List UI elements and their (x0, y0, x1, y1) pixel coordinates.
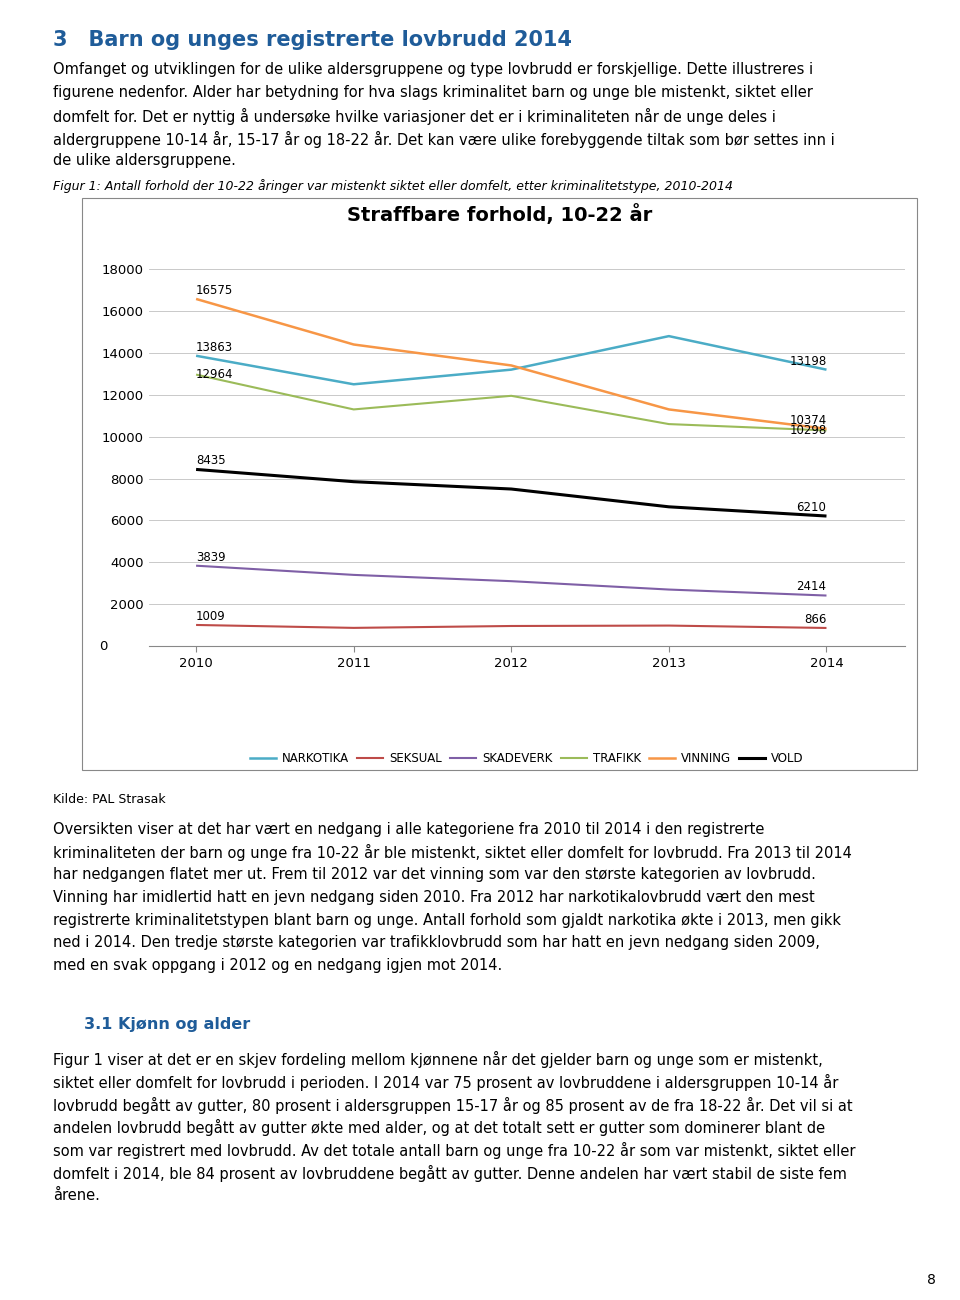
Text: de ulike aldersgruppene.: de ulike aldersgruppene. (53, 153, 235, 169)
Text: 3: 3 (53, 30, 67, 49)
Text: 3.1 Kjønn og alder: 3.1 Kjønn og alder (84, 1018, 250, 1032)
Text: Figur 1 viser at det er en skjev fordeling mellom kjønnene når det gjelder barn : Figur 1 viser at det er en skjev fordeli… (53, 1050, 823, 1069)
Text: domfelt for. Det er nyttig å undersøke hvilke variasjoner det er i kriminalitete: domfelt for. Det er nyttig å undersøke h… (53, 108, 776, 125)
Text: 2414: 2414 (797, 580, 827, 593)
Text: 13198: 13198 (789, 355, 827, 368)
Text: som var registrert med lovbrudd. Av det totale antall barn og unge fra 10-22 år : som var registrert med lovbrudd. Av det … (53, 1143, 855, 1160)
Text: 6210: 6210 (797, 500, 827, 514)
Text: figurene nedenfor. Alder har betydning for hva slags kriminalitet barn og unge b: figurene nedenfor. Alder har betydning f… (53, 86, 813, 100)
Legend: NARKOTIKA, SEKSUAL, SKADEVERK, TRAFIKK, VINNING, VOLD: NARKOTIKA, SEKSUAL, SKADEVERK, TRAFIKK, … (246, 747, 808, 770)
Text: 866: 866 (804, 614, 827, 627)
Text: med en svak oppgang i 2012 og en nedgang igjen mot 2014.: med en svak oppgang i 2012 og en nedgang… (53, 958, 502, 974)
Text: aldergruppene 10-14 år, 15-17 år og 18-22 år. Det kan være ulike forebyggende ti: aldergruppene 10-14 år, 15-17 år og 18-2… (53, 131, 834, 148)
Text: ned i 2014. Den tredje største kategorien var trafikklovbrudd som har hatt en je: ned i 2014. Den tredje største kategorie… (53, 936, 820, 950)
Text: Straffbare forhold, 10-22 år: Straffbare forhold, 10-22 år (347, 204, 652, 225)
Text: kriminaliteten der barn og unge fra 10-22 år ble mistenkt, siktet eller domfelt : kriminaliteten der barn og unge fra 10-2… (53, 845, 852, 862)
Text: 13863: 13863 (196, 341, 233, 354)
Text: andelen lovbrudd begått av gutter økte med alder, og at det totalt sett er gutte: andelen lovbrudd begått av gutter økte m… (53, 1119, 825, 1136)
Text: 8: 8 (927, 1273, 936, 1287)
Text: Oversikten viser at det har vært en nedgang i alle kategoriene fra 2010 til 2014: Oversikten viser at det har vært en nedg… (53, 822, 764, 837)
Text: Kilde: PAL Strasak: Kilde: PAL Strasak (53, 793, 165, 806)
Text: lovbrudd begått av gutter, 80 prosent i aldersgruppen 15-17 år og 85 prosent av : lovbrudd begått av gutter, 80 prosent i … (53, 1097, 852, 1114)
Text: domfelt i 2014, ble 84 prosent av lovbruddene begått av gutter. Denne andelen ha: domfelt i 2014, ble 84 prosent av lovbru… (53, 1165, 847, 1182)
Text: Omfanget og utviklingen for de ulike aldersgruppene og type lovbrudd er forskjel: Omfanget og utviklingen for de ulike ald… (53, 62, 813, 78)
Text: har nedgangen flatet mer ut. Frem til 2012 var det vinning som var den største k: har nedgangen flatet mer ut. Frem til 20… (53, 867, 816, 883)
Text: Vinning har imidlertid hatt en jevn nedgang siden 2010. Fra 2012 har narkotikalo: Vinning har imidlertid hatt en jevn nedg… (53, 891, 814, 905)
Text: 16575: 16575 (196, 283, 233, 296)
Text: 0: 0 (99, 640, 108, 653)
Text: årene.: årene. (53, 1188, 100, 1202)
Text: Barn og unges registrerte lovbrudd 2014: Barn og unges registrerte lovbrudd 2014 (74, 30, 572, 49)
Text: 3839: 3839 (196, 551, 226, 564)
Text: 10374: 10374 (789, 413, 827, 426)
Text: siktet eller domfelt for lovbrudd i perioden. I 2014 var 75 prosent av lovbrudde: siktet eller domfelt for lovbrudd i peri… (53, 1074, 838, 1091)
Text: 1009: 1009 (196, 610, 226, 623)
Text: registrerte kriminalitetstypen blant barn og unge. Antall forhold som gjaldt nar: registrerte kriminalitetstypen blant bar… (53, 913, 841, 928)
Text: Figur 1: Antall forhold der 10-22 åringer var mistenkt siktet eller domfelt, ett: Figur 1: Antall forhold der 10-22 åringe… (53, 179, 732, 194)
Text: 10298: 10298 (789, 424, 827, 437)
Text: 12964: 12964 (196, 368, 233, 381)
Text: 8435: 8435 (196, 454, 226, 467)
